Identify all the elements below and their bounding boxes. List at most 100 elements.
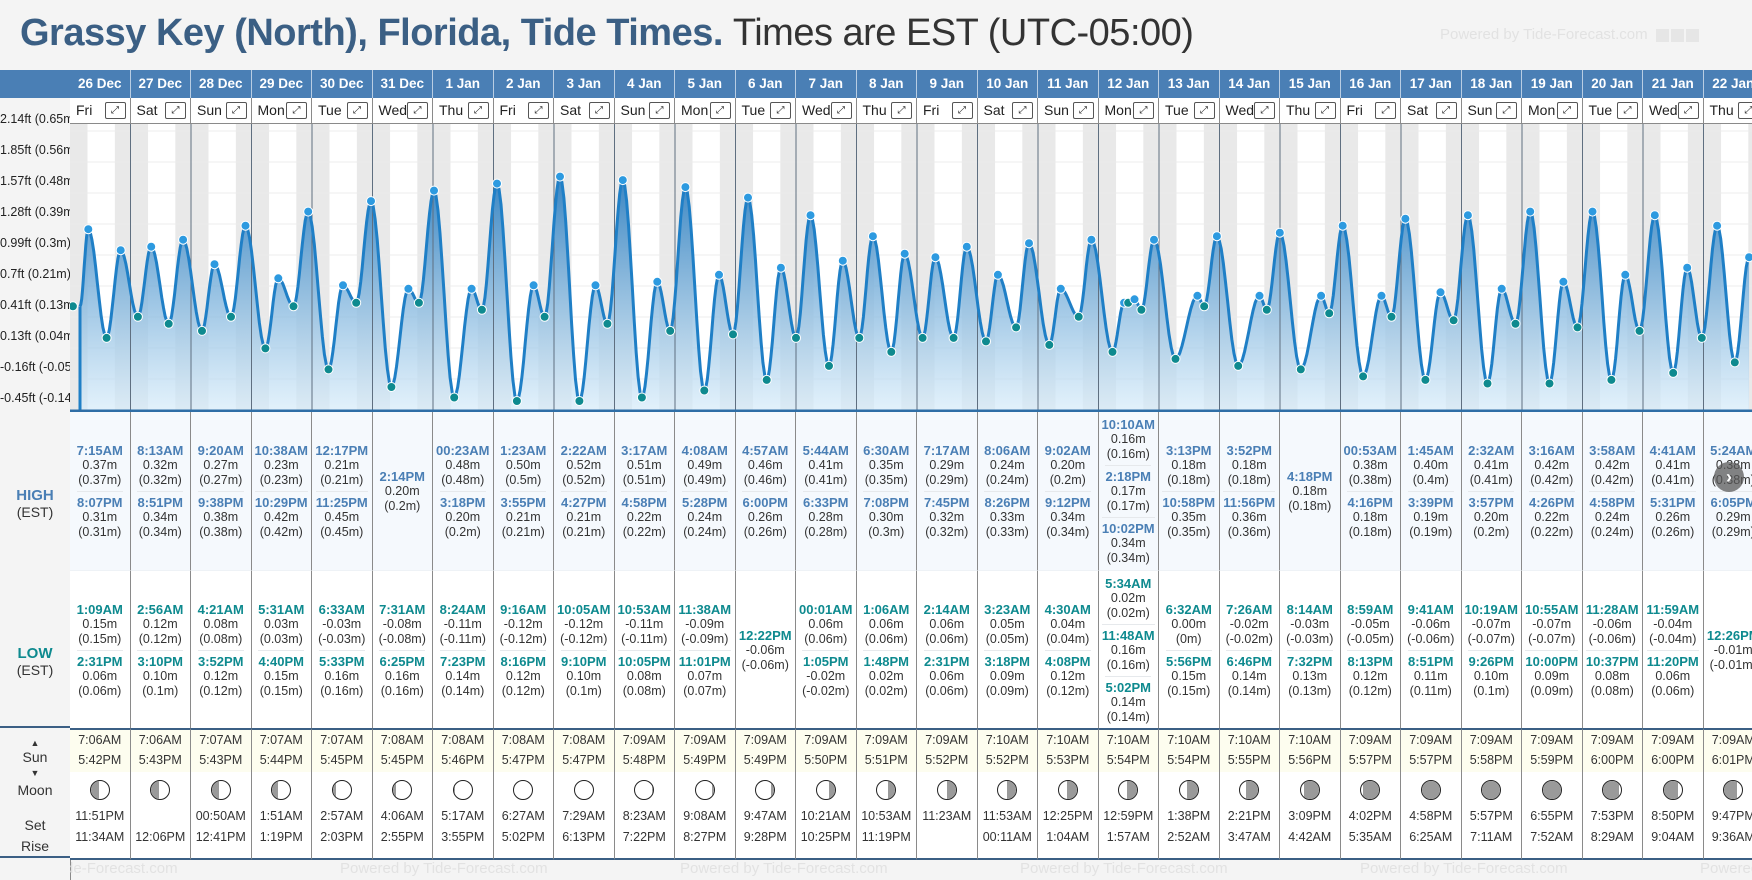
low-tide-height-secondary: (-0.11m) xyxy=(621,631,668,646)
high-tide-height-secondary: (0.34m) xyxy=(138,524,182,539)
expand-day-button[interactable]: ⤢ xyxy=(1738,102,1752,119)
expand-day-button[interactable]: ⤢ xyxy=(1375,102,1396,119)
expand-day-button[interactable]: ⤢ xyxy=(165,102,186,119)
low-tide-point xyxy=(1199,301,1210,312)
high-tide-height: 0.34m xyxy=(142,509,178,524)
high-tide-point xyxy=(146,241,157,252)
low-tide-height: -0.03m xyxy=(322,616,362,631)
high-tide-height-secondary: (0.32m) xyxy=(925,524,969,539)
sunrise-time: 7:10AM xyxy=(1288,733,1332,747)
expand-day-button[interactable]: ⤢ xyxy=(1133,102,1154,119)
high-tide-height-secondary: (0.5m) xyxy=(505,472,542,487)
high-tz-label: (EST) xyxy=(16,504,54,520)
expand-day-button[interactable]: ⤢ xyxy=(1254,102,1275,119)
expand-day-button[interactable]: ⤢ xyxy=(1496,102,1517,119)
expand-day-button[interactable]: ⤢ xyxy=(709,102,731,119)
day-of-week-header: Tue ⤢ xyxy=(312,98,373,124)
high-tide-point xyxy=(930,252,941,263)
low-tide-height-secondary: (0.08m) xyxy=(1590,683,1634,698)
expand-day-button[interactable]: ⤢ xyxy=(1314,102,1336,119)
sunrise-time: 7:09AM xyxy=(683,733,727,747)
expand-day-button[interactable]: ⤢ xyxy=(286,102,307,119)
high-tide-height-secondary: (0.41m) xyxy=(1469,472,1513,487)
expand-day-button[interactable]: ⤢ xyxy=(891,102,912,119)
next-page-button[interactable]: › xyxy=(1714,462,1744,492)
expand-day-button[interactable]: ⤢ xyxy=(467,102,489,119)
expand-day-button[interactable]: ⤢ xyxy=(1012,102,1033,119)
high-tide-cell: 4:08AM 0.49m (0.49m) 5:28PM 0.24m (0.24m) xyxy=(675,412,736,570)
expand-day-button[interactable]: ⤢ xyxy=(1677,102,1699,119)
low-tide-height: 0.16m xyxy=(324,668,360,683)
day-of-week-header: Sun ⤢ xyxy=(1038,98,1099,124)
high-tide-height-secondary: (0.26m) xyxy=(1651,524,1695,539)
moon-phase-icon xyxy=(89,780,110,800)
low-tide-height: 0.03m xyxy=(263,616,299,631)
low-tide-point xyxy=(1544,378,1555,389)
high-tide-cell: 12:17PM 0.21m (0.21m) 11:25PM 0.45m (0.45m) xyxy=(312,412,373,570)
high-tide-point xyxy=(209,259,220,270)
expand-day-button[interactable]: ⤢ xyxy=(407,102,428,119)
low-tide-point xyxy=(886,346,897,357)
high-tide-time: 3:13PM xyxy=(1165,442,1212,458)
night-band xyxy=(1748,123,1752,412)
expand-day-button[interactable]: ⤢ xyxy=(951,102,973,119)
high-tide-time: 10:10AM xyxy=(1101,416,1155,432)
sun-cell: 7:09AM 5:49PM xyxy=(735,728,796,772)
low-tide-cell: 10:05AM -0.12m (-0.12m) 9:10PM 0.10m (0.1m) xyxy=(554,570,615,729)
low-tide-entry: 6:46PM 0.14m (0.14m) xyxy=(1226,649,1273,700)
high-tide-entry: 4:27PM 0.21m (0.21m) xyxy=(560,490,607,541)
expand-day-button[interactable]: ⤢ xyxy=(770,102,791,119)
high-tide-cell: 8:13AM 0.32m (0.32m) 8:51PM 0.34m (0.34m) xyxy=(130,412,191,570)
sun-cell: 7:09AM 6:00PM xyxy=(1582,728,1643,772)
high-tide-cell: 2:32AM 0.41m (0.41m) 3:57PM 0.20m (0.2m) xyxy=(1461,412,1522,570)
low-tide-cell: 4:21AM 0.08m (0.08m) 3:52PM 0.12m (0.12m) xyxy=(191,570,252,729)
expand-day-button[interactable]: ⤢ xyxy=(1617,102,1638,119)
chevron-right-icon: › xyxy=(1726,467,1732,487)
low-tide-entry: 10:19AM -0.07m (-0.07m) xyxy=(1465,601,1518,648)
moonrise-time: 6:13PM xyxy=(562,830,606,844)
sunrise-time: 7:10AM xyxy=(1167,733,1211,747)
low-tide-entry: 6:32AM 0.00m (0m) xyxy=(1166,601,1212,648)
page-title: Grassy Key (North), Florida, Tide Times.… xyxy=(20,12,1194,55)
high-tide-entry: 4:57AM 0.46m (0.46m) xyxy=(742,442,788,489)
day-of-week: Fri xyxy=(1346,102,1363,118)
high-tide-height-secondary: (0.32m) xyxy=(138,472,182,487)
expand-day-button[interactable]: ⤢ xyxy=(1435,102,1457,119)
expand-day-button[interactable]: ⤢ xyxy=(104,102,126,119)
sunset-time: 5:58PM xyxy=(1469,753,1513,767)
high-tide-height-secondary: (0.45m) xyxy=(320,524,364,539)
low-tide-height-secondary: (-0.04m) xyxy=(1649,631,1697,646)
high-tide-cell: 00:23AM 0.48m (0.48m) 3:18PM 0.20m (0.2m) xyxy=(433,412,494,570)
high-tide-entry: 3:18PM 0.20m (0.2m) xyxy=(439,490,486,541)
low-tide-entry: 9:10PM 0.10m (0.1m) xyxy=(560,649,607,700)
high-tide-entry: 9:38PM 0.38m (0.38m) xyxy=(197,490,244,541)
date-header: 27 Dec xyxy=(130,70,191,98)
date-header: 13 Jan xyxy=(1159,70,1220,98)
high-tide-height-secondary: (0.34m) xyxy=(1046,524,1090,539)
expand-day-button[interactable]: ⤢ xyxy=(225,102,247,119)
high-tide-point xyxy=(805,210,816,221)
high-tide-entry: 3:58AM 0.42m (0.42m) xyxy=(1589,442,1635,489)
expand-day-button[interactable]: ⤢ xyxy=(830,102,852,119)
expand-day-button[interactable]: ⤢ xyxy=(1193,102,1215,119)
day-of-week-header: Wed ⤢ xyxy=(1219,98,1280,124)
sunrise-time: 7:09AM xyxy=(804,733,848,747)
sunrise-time: 7:08AM xyxy=(501,733,545,747)
sun-cell: 7:09AM 5:51PM xyxy=(856,728,917,772)
expand-day-button[interactable]: ⤢ xyxy=(528,102,549,119)
sun-cell: 7:09AM 5:59PM xyxy=(1522,728,1583,772)
expand-day-button[interactable]: ⤢ xyxy=(1072,102,1094,119)
high-tide-cell: 8:06AM 0.24m (0.24m) 8:26PM 0.33m (0.33m) xyxy=(977,412,1038,570)
expand-day-button[interactable]: ⤢ xyxy=(346,102,368,119)
high-tide-height: 0.18m xyxy=(1352,509,1388,524)
expand-day-button[interactable]: ⤢ xyxy=(1556,102,1578,119)
moon-phase-icon xyxy=(936,780,957,800)
low-tide-height: 0.06m xyxy=(929,668,965,683)
high-tide-point xyxy=(1254,290,1265,301)
expand-day-button[interactable]: ⤢ xyxy=(588,102,610,119)
high-tide-entry: 11:56PM 0.36m (0.36m) xyxy=(1223,490,1276,541)
low-tide-height-secondary: (0.14m) xyxy=(1227,683,1271,698)
high-tide-entry: 4:16PM 0.18m (0.18m) xyxy=(1347,490,1394,541)
expand-day-button[interactable]: ⤢ xyxy=(649,102,670,119)
low-tide-height: 0.07m xyxy=(687,668,723,683)
